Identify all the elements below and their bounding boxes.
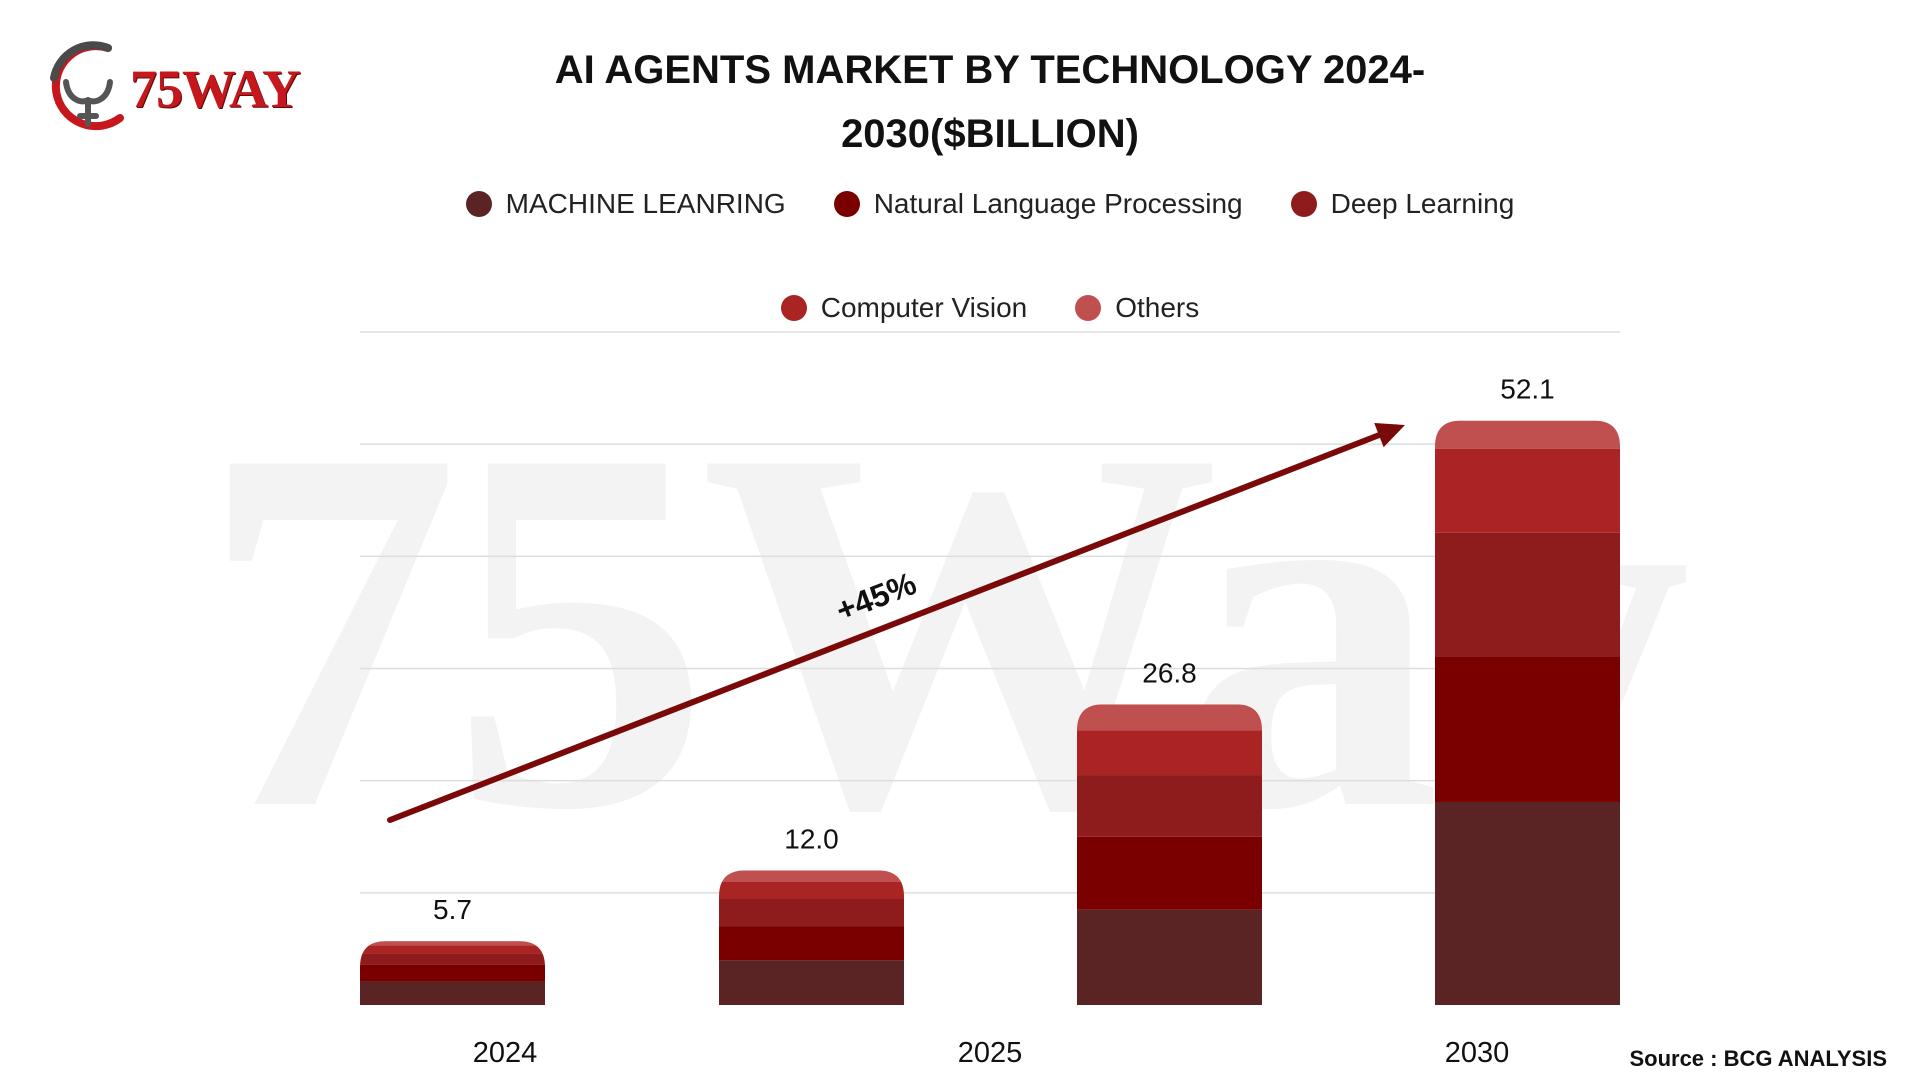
logo-text: 75WAY — [130, 59, 301, 119]
legend-label: Computer Vision — [820, 292, 1028, 323]
bar-segment — [719, 870, 904, 882]
legend-swatch — [465, 191, 492, 217]
legend-swatch — [1290, 191, 1317, 217]
chart-legend: MACHINE LEANRING Natural Language Proces… — [360, 188, 1620, 324]
legend-label: MACHINE LEANRING — [505, 188, 786, 219]
data-label: 12.0 — [784, 823, 839, 854]
chart-title: AI AGENTS MARKET BY TECHNOLOGY 2024- 203… — [460, 38, 1520, 166]
bar-segment — [360, 964, 545, 982]
bar-stack-2026 — [1077, 704, 1262, 1005]
legend-label: Others — [1115, 292, 1200, 323]
bar-stack-2030 — [1435, 420, 1620, 1005]
bar-segment — [1435, 801, 1620, 1005]
legend-swatch — [1075, 295, 1102, 321]
bar-segment — [1077, 775, 1262, 837]
legend-swatch — [780, 295, 807, 321]
bar-segment — [360, 981, 545, 1005]
bar-segment — [1435, 656, 1620, 802]
x-tick-label: 2025 — [958, 1037, 1023, 1069]
legend-swatch — [833, 191, 860, 217]
x-tick-label: 2030 — [1445, 1037, 1510, 1069]
bar-segment — [360, 945, 545, 954]
data-label: 52.1 — [1500, 374, 1555, 405]
bar-segment — [1077, 836, 1262, 910]
chart-title-line-1: AI AGENTS MARKET BY TECHNOLOGY 2024- — [554, 48, 1426, 92]
bar-segment — [719, 898, 904, 927]
source-note: Source : BCG ANALYSIS — [1629, 1046, 1887, 1071]
logo-emblem-icon — [50, 41, 124, 131]
bar-segment — [1435, 448, 1620, 533]
legend-item-nlp: Natural Language Processing — [833, 188, 1243, 220]
legend-label: Natural Language Processing — [873, 188, 1243, 219]
legend-item-computer-vision: Computer Vision — [780, 292, 1028, 324]
gridlines — [360, 331, 1620, 894]
bar-segment — [719, 960, 904, 1005]
legend-item-others: Others — [1075, 292, 1199, 324]
legend-label: Deep Learning — [1330, 188, 1515, 219]
bar-segment — [1077, 704, 1262, 731]
legend-item-deep-learning: Deep Learning — [1290, 188, 1515, 220]
growth-arrow-line — [387, 429, 1390, 823]
bar-segment — [1077, 909, 1262, 1005]
bar-segment — [360, 941, 545, 946]
legend-item-machine-learning: MACHINE LEANRING — [465, 188, 786, 220]
bars — [360, 420, 1620, 1005]
bar-stack-2024 — [360, 941, 545, 1005]
data-label: 26.8 — [1142, 657, 1197, 688]
bar-segment — [719, 926, 904, 961]
arrow-head-icon — [1374, 423, 1405, 448]
bar-segment — [719, 881, 904, 899]
bar-stack-2025 — [719, 870, 904, 1005]
x-tick-label: 2024 — [473, 1037, 538, 1069]
bar-segment — [1435, 420, 1620, 449]
data-label: 5.7 — [433, 894, 472, 925]
bar-segment — [1435, 532, 1620, 657]
bar-segment — [360, 953, 545, 965]
bar-segment — [1077, 730, 1262, 776]
chart-title-line-2: 2030($BILLION) — [841, 112, 1139, 156]
brand-logo: 75WAY — [38, 38, 338, 138]
